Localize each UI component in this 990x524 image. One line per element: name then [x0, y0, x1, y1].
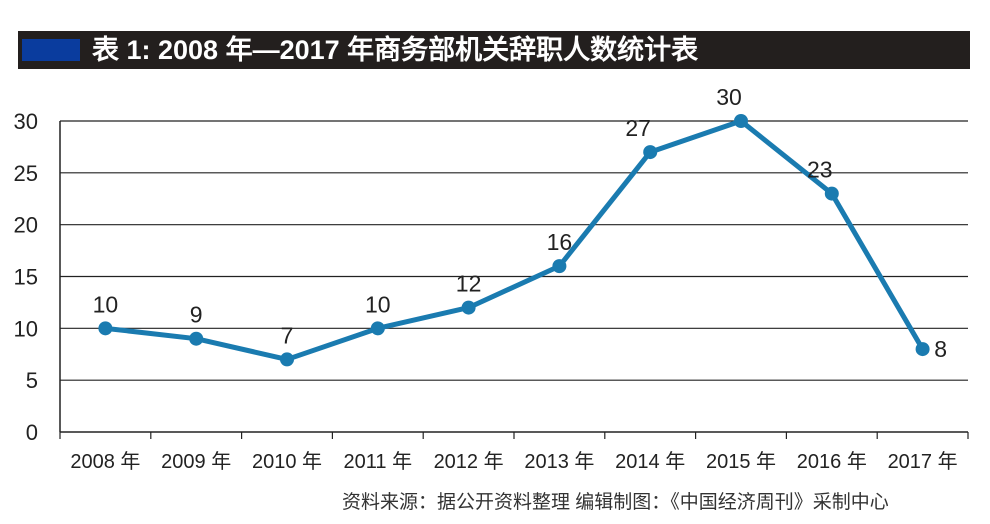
- data-label: 10: [93, 291, 119, 317]
- source-note: 资料来源：据公开资料整理 编辑制图：《中国经济周刊》采制中心: [342, 492, 889, 513]
- data-label: 23: [807, 157, 833, 183]
- y-tick-label: 15: [14, 265, 38, 290]
- data-point: [461, 300, 476, 315]
- data-point: [370, 321, 385, 336]
- data-point: [98, 321, 113, 336]
- x-tick-label: 2008 年: [70, 450, 140, 473]
- data-label: 12: [456, 271, 482, 297]
- data-point: [915, 342, 930, 357]
- data-label: 10: [365, 291, 391, 317]
- x-tick-label: 2016 年: [797, 450, 867, 473]
- data-label: 7: [281, 322, 294, 348]
- x-tick-label: 2010 年: [252, 450, 322, 473]
- x-tick-label: 2017 年: [888, 450, 958, 473]
- x-tick-label: 2011 年: [344, 450, 413, 473]
- data-point: [189, 331, 204, 346]
- y-tick-label: 30: [14, 109, 38, 134]
- title-bar: 表 1: 2008 年—2017 年商务部机关辞职人数统计表: [18, 31, 970, 69]
- data-point: [643, 145, 658, 160]
- series-line: [105, 118, 925, 362]
- data-label: 16: [547, 229, 573, 255]
- data-point: [552, 259, 567, 274]
- y-tick-label: 10: [14, 316, 38, 341]
- data-label: 8: [934, 336, 947, 362]
- data-point: [280, 352, 294, 367]
- x-tick-label: 2009 年: [161, 450, 231, 473]
- y-tick-label: 20: [14, 213, 38, 238]
- data-label: 9: [190, 302, 203, 328]
- x-tick-label: 2012 年: [434, 450, 504, 473]
- data-point: [824, 186, 839, 201]
- x-tick-label: 2014 年: [615, 450, 685, 473]
- y-tick-label: 0: [26, 420, 38, 445]
- y-tick-label: 5: [26, 368, 38, 393]
- data-label: 27: [625, 115, 651, 141]
- x-tick-label: 2013 年: [524, 450, 594, 473]
- y-tick-label: 25: [14, 161, 38, 186]
- x-tick-label: 2015 年: [706, 450, 776, 473]
- title-accent-block: [22, 39, 80, 61]
- data-point: [734, 114, 748, 128]
- chart-title: 表 1: 2008 年—2017 年商务部机关辞职人数统计表: [92, 35, 699, 65]
- data-label: 30: [716, 84, 742, 110]
